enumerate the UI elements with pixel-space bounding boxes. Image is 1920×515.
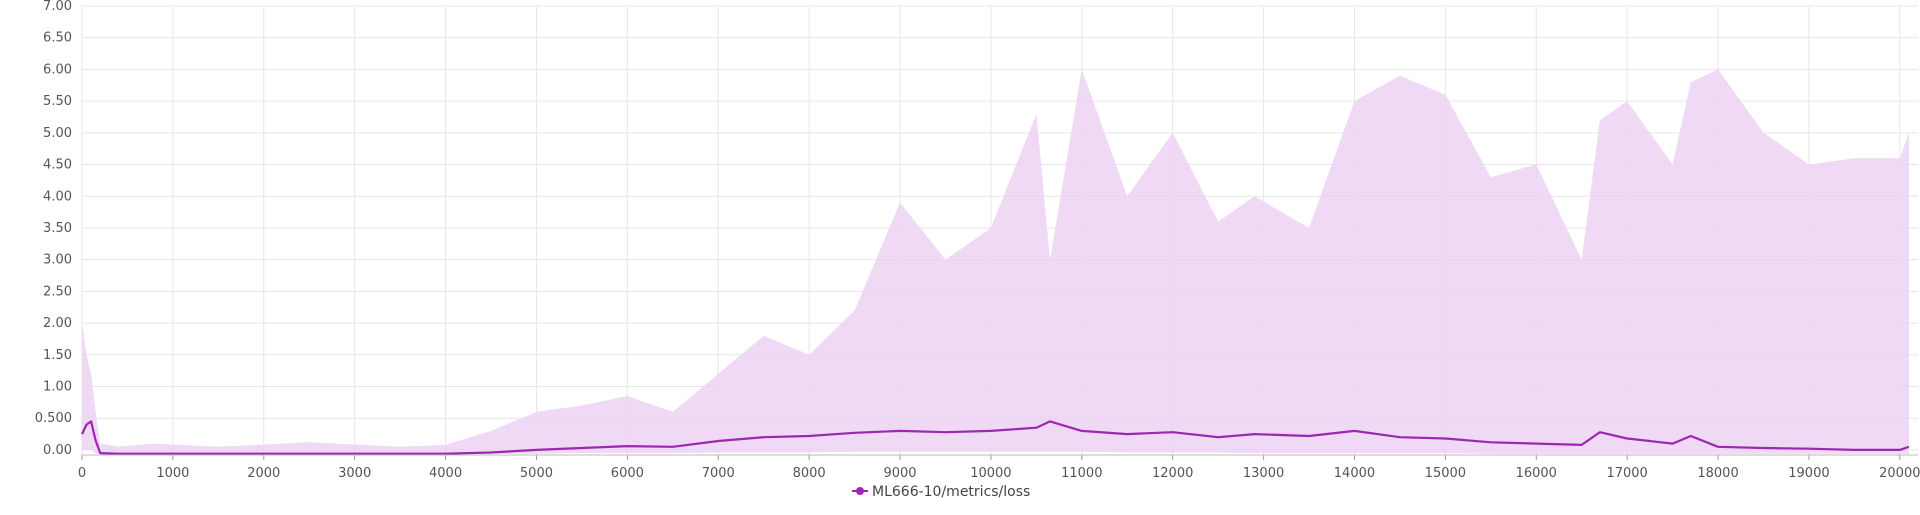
x-tick-label: 15000	[1425, 466, 1466, 481]
y-tick-label: 1.00	[43, 380, 72, 395]
x-tick-label: 18000	[1697, 466, 1738, 481]
x-tick-label: 3000	[338, 466, 371, 481]
loss-band-area	[82, 69, 1909, 454]
y-tick-label: 4.50	[43, 158, 72, 173]
x-tick-label: 2000	[247, 466, 280, 481]
y-tick-label: 2.50	[43, 284, 72, 299]
legend-label[interactable]: ML666-10/metrics/loss	[872, 484, 1030, 500]
y-tick-label: 7.00	[43, 0, 72, 14]
y-tick-label: 6.00	[43, 62, 72, 77]
x-tick-label: 13000	[1243, 466, 1284, 481]
y-tick-label: 0.500	[35, 411, 72, 426]
x-tick-label: 14000	[1334, 466, 1375, 481]
x-tick-label: 8000	[793, 466, 826, 481]
y-tick-label: 6.50	[43, 31, 72, 46]
x-tick-label: 19000	[1788, 466, 1829, 481]
x-tick-label: 20000	[1879, 466, 1920, 481]
x-tick-label: 12000	[1152, 466, 1193, 481]
y-tick-label: 5.00	[43, 126, 72, 141]
y-tick-label: 5.50	[43, 94, 72, 109]
x-tick-label: 0	[78, 466, 86, 481]
y-tick-label: 0.00	[43, 443, 72, 458]
x-tick-label: 4000	[429, 466, 462, 481]
y-tick-label: 4.00	[43, 189, 72, 204]
y-tick-label: 3.00	[43, 253, 72, 268]
loss-series-line	[81, 420, 1910, 455]
x-tick-label: 7000	[702, 466, 735, 481]
legend-marker-dot	[856, 487, 864, 495]
x-tick-label: 9000	[883, 466, 916, 481]
loss-line[interactable]	[81, 420, 1910, 455]
x-tick-label: 10000	[970, 466, 1011, 481]
x-tick-label: 6000	[611, 466, 644, 481]
x-tick-label: 1000	[156, 466, 189, 481]
x-tick-label: 17000	[1606, 466, 1647, 481]
x-tick-label: 11000	[1061, 466, 1102, 481]
axes: 0.00 0.500 1.00 1.50 2.00 2.50 3.00 3.50 4.00 4.5…	[35, 0, 1920, 481]
legend[interactable]: ML666-10/metrics/loss	[852, 484, 1030, 500]
x-tick-label: 16000	[1516, 466, 1557, 481]
y-tick-label: 1.50	[43, 348, 72, 363]
y-tick-label: 3.50	[43, 221, 72, 236]
y-tick-label: 2.00	[43, 316, 72, 331]
x-tick-label: 5000	[520, 466, 553, 481]
loss-band	[82, 69, 1909, 454]
